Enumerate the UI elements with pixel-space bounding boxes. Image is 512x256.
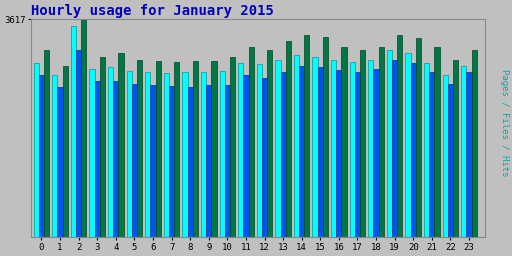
- Bar: [211, 61, 217, 237]
- Bar: [448, 84, 453, 237]
- Bar: [453, 60, 458, 237]
- Text: Pages / Files / Hits: Pages / Files / Hits: [500, 69, 509, 177]
- Bar: [44, 50, 49, 237]
- Bar: [299, 66, 304, 237]
- Bar: [304, 35, 309, 237]
- Bar: [281, 72, 286, 237]
- Bar: [126, 71, 132, 237]
- Bar: [52, 74, 57, 237]
- Bar: [379, 47, 384, 237]
- Bar: [416, 38, 421, 237]
- Bar: [108, 67, 113, 237]
- Bar: [137, 60, 142, 237]
- Bar: [62, 66, 68, 237]
- Bar: [336, 70, 342, 237]
- Bar: [71, 26, 76, 237]
- Bar: [461, 66, 466, 237]
- Bar: [95, 81, 100, 237]
- Bar: [81, 19, 87, 237]
- Bar: [373, 69, 379, 237]
- Bar: [225, 85, 230, 237]
- Bar: [100, 57, 105, 237]
- Bar: [169, 86, 174, 237]
- Bar: [151, 85, 156, 237]
- Text: Hourly usage for January 2015: Hourly usage for January 2015: [31, 4, 274, 18]
- Bar: [238, 62, 243, 237]
- Bar: [164, 73, 169, 237]
- Bar: [174, 62, 179, 237]
- Bar: [201, 72, 206, 237]
- Bar: [34, 62, 39, 237]
- Bar: [193, 61, 198, 237]
- Bar: [267, 50, 272, 237]
- Bar: [323, 37, 328, 237]
- Bar: [317, 67, 323, 237]
- Bar: [294, 55, 299, 237]
- Bar: [243, 74, 248, 237]
- Bar: [434, 47, 440, 237]
- Bar: [132, 84, 137, 237]
- Bar: [424, 62, 429, 237]
- Bar: [262, 78, 267, 237]
- Bar: [156, 61, 161, 237]
- Bar: [57, 87, 62, 237]
- Bar: [182, 72, 187, 237]
- Bar: [230, 57, 235, 237]
- Bar: [286, 41, 291, 237]
- Bar: [429, 72, 434, 237]
- Bar: [206, 85, 211, 237]
- Bar: [355, 72, 360, 237]
- Bar: [220, 71, 225, 237]
- Bar: [387, 50, 392, 237]
- Bar: [342, 47, 347, 237]
- Bar: [275, 60, 281, 237]
- Bar: [466, 72, 472, 237]
- Bar: [331, 60, 336, 237]
- Bar: [257, 64, 262, 237]
- Bar: [411, 62, 416, 237]
- Bar: [392, 60, 397, 237]
- Bar: [472, 50, 477, 237]
- Bar: [248, 47, 254, 237]
- Bar: [145, 72, 151, 237]
- Bar: [368, 60, 373, 237]
- Bar: [76, 50, 81, 237]
- Bar: [406, 54, 411, 237]
- Bar: [397, 35, 402, 237]
- Bar: [312, 57, 317, 237]
- Bar: [90, 69, 95, 237]
- Bar: [39, 74, 44, 237]
- Bar: [350, 62, 355, 237]
- Bar: [113, 81, 118, 237]
- Bar: [187, 87, 193, 237]
- Bar: [118, 54, 123, 237]
- Bar: [442, 74, 448, 237]
- Bar: [360, 50, 365, 237]
